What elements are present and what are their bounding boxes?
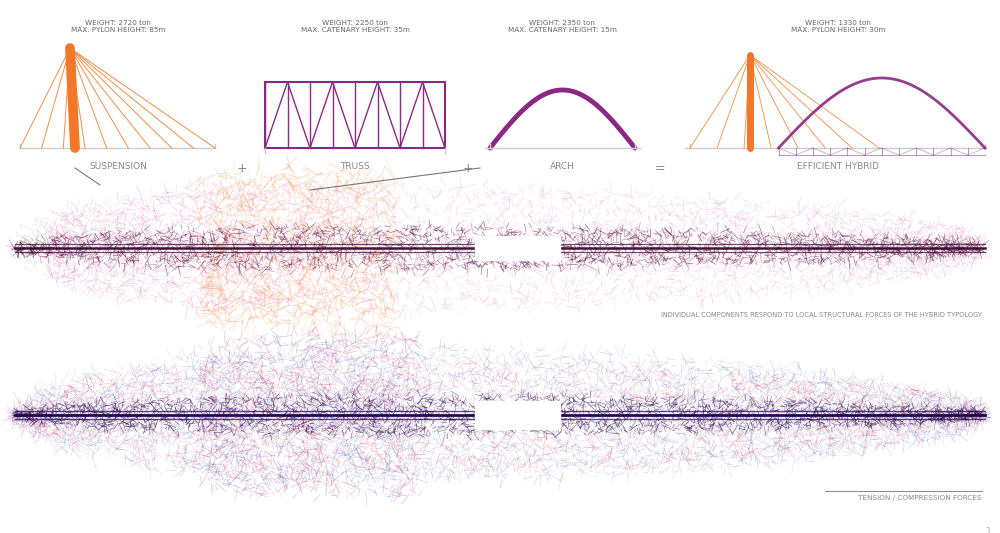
Text: WEIGHT: 2720 ton
MAX. PYLON HEIGHT: 85m: WEIGHT: 2720 ton MAX. PYLON HEIGHT: 85m [71,20,165,33]
Text: EFFICIENT HYBRID: EFFICIENT HYBRID [797,162,879,171]
Text: TRUSS: TRUSS [340,162,370,171]
Text: INDIVIDUAL COMPONENTS RESPOND TO LOCAL STRUCTURAL FORCES OF THE HYBRID TYPOLOGY: INDIVIDUAL COMPONENTS RESPOND TO LOCAL S… [661,312,982,318]
Text: ARCH: ARCH [550,162,574,171]
Text: WEIGHT: 2350 ton
MAX. CATENARY HEIGHT: 15m: WEIGHT: 2350 ton MAX. CATENARY HEIGHT: 1… [508,20,616,33]
Text: +: + [237,162,247,175]
Text: SUSPENSION: SUSPENSION [89,162,147,171]
Text: WEIGHT: 1330 ton
MAX. PYLON HEIGHT: 30m: WEIGHT: 1330 ton MAX. PYLON HEIGHT: 30m [791,20,885,33]
Text: WEIGHT: 2250 ton
MAX. CATENARY HEIGHT: 35m: WEIGHT: 2250 ton MAX. CATENARY HEIGHT: 3… [301,20,409,33]
Text: TENSION / COMPRESSION FORCES: TENSION / COMPRESSION FORCES [858,495,982,501]
Text: +: + [463,162,473,175]
Text: =: = [655,162,665,175]
Text: 1: 1 [986,527,992,533]
